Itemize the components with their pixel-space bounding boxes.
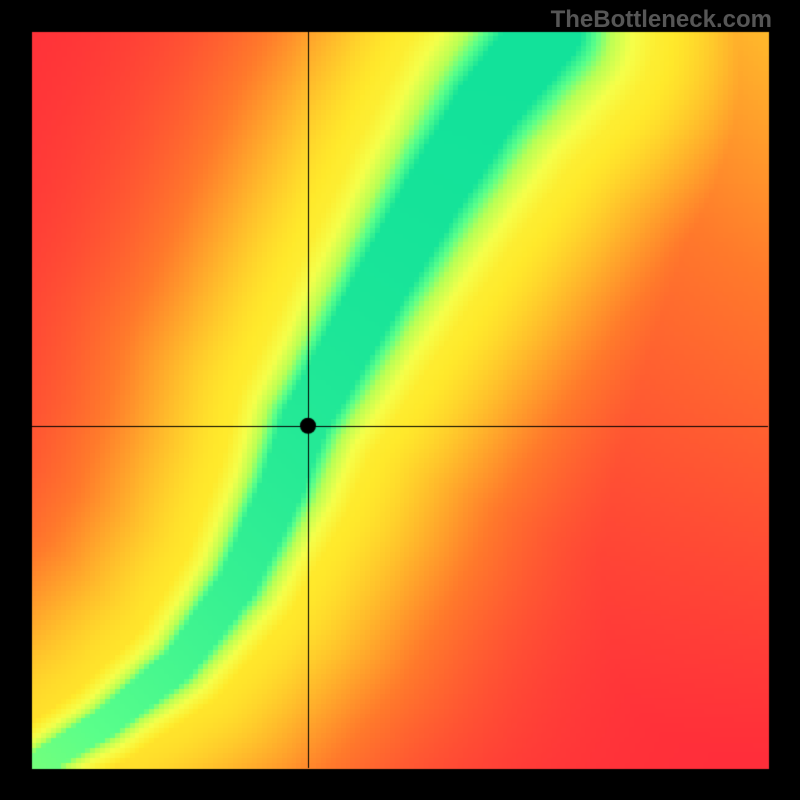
chart-container: TheBottleneck.com bbox=[0, 0, 800, 800]
watermark-text: TheBottleneck.com bbox=[551, 6, 772, 34]
bottleneck-heatmap bbox=[0, 0, 800, 800]
